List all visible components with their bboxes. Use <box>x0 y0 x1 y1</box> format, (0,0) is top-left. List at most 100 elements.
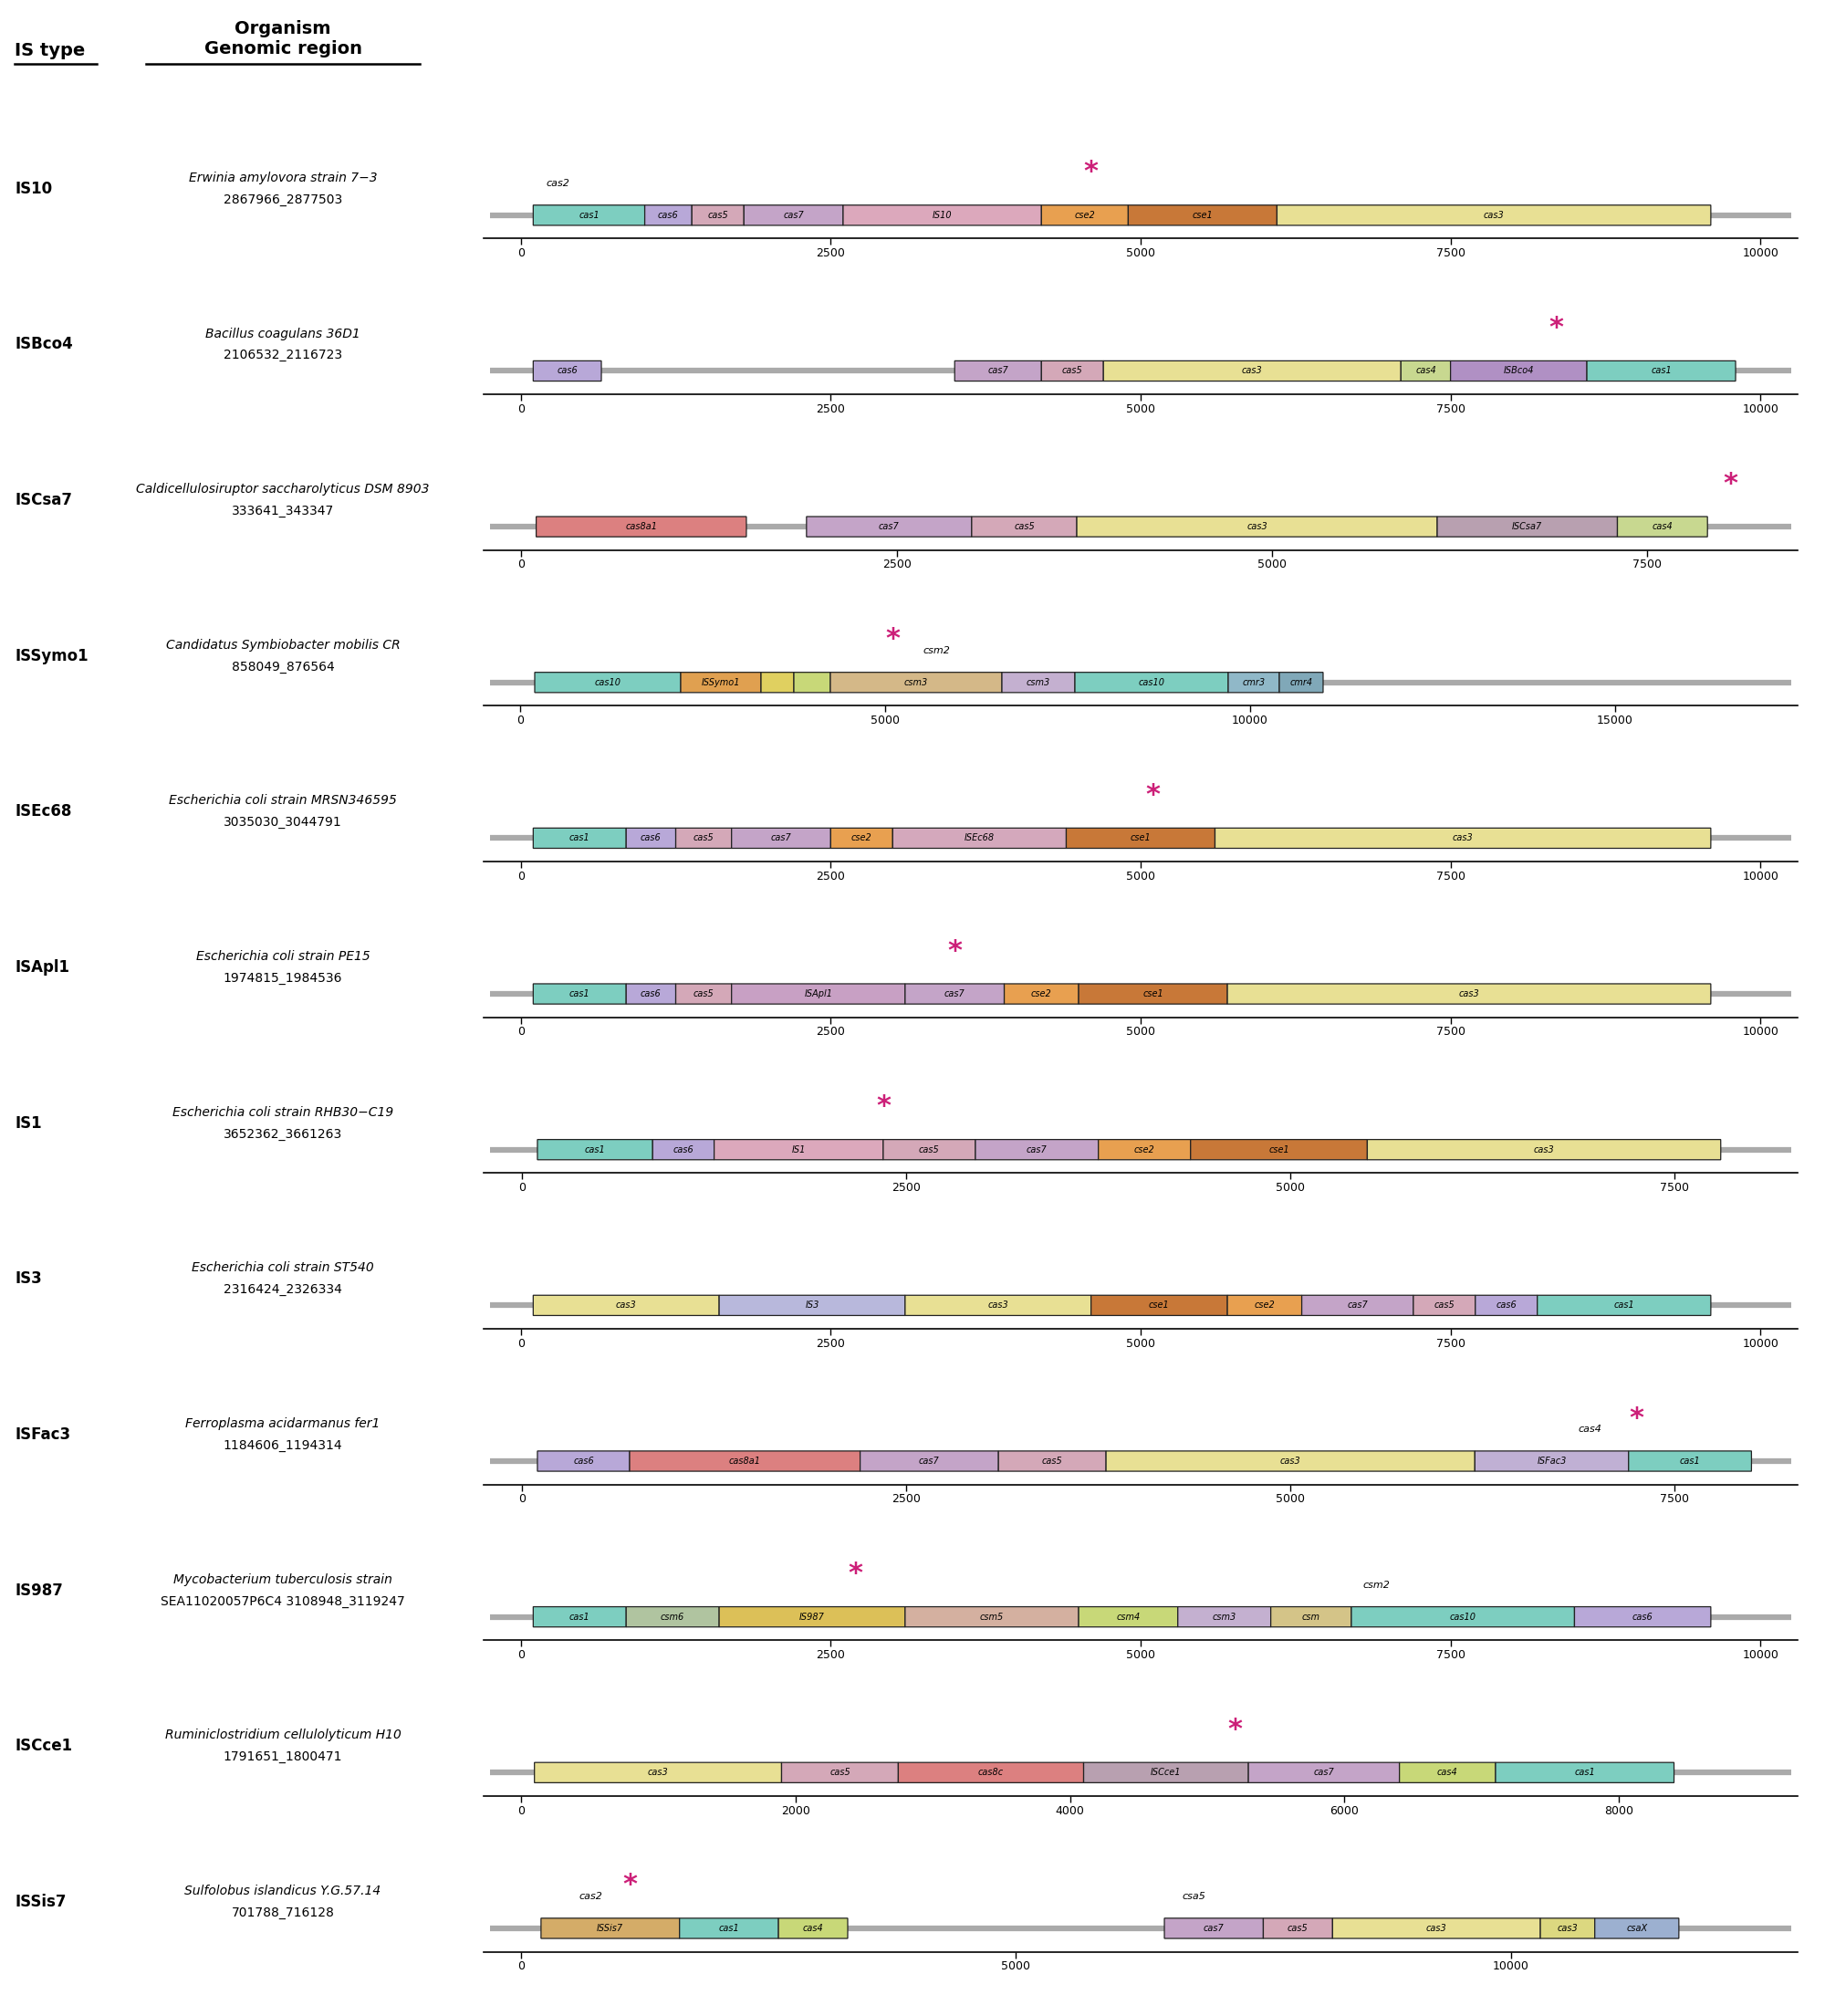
Text: cas1: cas1 <box>584 1145 606 1155</box>
Text: cas4: cas4 <box>1416 367 1436 375</box>
Text: cas3: cas3 <box>648 1768 668 1778</box>
Polygon shape <box>535 671 681 694</box>
Text: cas6: cas6 <box>573 1456 593 1466</box>
Text: cas7: cas7 <box>1347 1300 1369 1310</box>
Text: cse1: cse1 <box>1150 1300 1170 1310</box>
Text: Escherichia coli strain ST540: Escherichia coli strain ST540 <box>192 1262 374 1274</box>
Polygon shape <box>794 671 830 694</box>
Text: csm: csm <box>1301 1613 1319 1621</box>
Text: IS10: IS10 <box>933 210 953 220</box>
Polygon shape <box>692 206 745 226</box>
Text: Sulfolobus islandicus Y.G.57.14: Sulfolobus islandicus Y.G.57.14 <box>184 1885 381 1897</box>
Text: cas5: cas5 <box>1062 367 1082 375</box>
Polygon shape <box>1588 361 1736 381</box>
Text: cas1: cas1 <box>569 833 589 843</box>
Polygon shape <box>719 1607 905 1627</box>
Text: 2106532_2116723: 2106532_2116723 <box>223 349 343 361</box>
Text: 3035030_3044791: 3035030_3044791 <box>224 816 341 829</box>
Text: 2867966_2877503: 2867966_2877503 <box>223 194 343 206</box>
Text: cas1: cas1 <box>1613 1300 1635 1310</box>
Polygon shape <box>533 1607 626 1627</box>
Text: cas7: cas7 <box>920 1456 940 1466</box>
Polygon shape <box>1002 671 1075 694</box>
Polygon shape <box>1402 361 1451 381</box>
Text: cas3: cas3 <box>1453 833 1473 843</box>
Text: cas5: cas5 <box>1042 1456 1062 1466</box>
Polygon shape <box>644 206 692 226</box>
Text: 3652362_3661263: 3652362_3661263 <box>223 1127 343 1141</box>
Polygon shape <box>533 829 626 849</box>
Polygon shape <box>905 1607 1079 1627</box>
Polygon shape <box>675 829 732 849</box>
Text: cse2: cse2 <box>1133 1145 1155 1155</box>
Text: 1184606_1194314: 1184606_1194314 <box>223 1439 343 1452</box>
Polygon shape <box>1004 984 1079 1004</box>
Text: cas7: cas7 <box>1026 1145 1048 1155</box>
Polygon shape <box>630 1452 860 1472</box>
Text: 2316424_2326334: 2316424_2326334 <box>224 1284 341 1296</box>
Text: cas3: cas3 <box>615 1300 637 1310</box>
Text: *: * <box>1630 1405 1644 1431</box>
Text: ISEc68: ISEc68 <box>964 833 995 843</box>
Text: cas2: cas2 <box>579 1891 602 1901</box>
Text: cas5: cas5 <box>694 990 714 998</box>
Text: ISSis7: ISSis7 <box>15 1893 66 1909</box>
Polygon shape <box>719 1294 905 1316</box>
Text: cas7: cas7 <box>878 522 900 532</box>
Text: IS1: IS1 <box>792 1145 805 1155</box>
Polygon shape <box>1332 1917 1540 1939</box>
Text: csm3: csm3 <box>1212 1613 1236 1621</box>
Text: cas5: cas5 <box>1015 522 1035 532</box>
Text: cse2: cse2 <box>1031 990 1051 998</box>
Polygon shape <box>1617 516 1708 536</box>
Text: csm4: csm4 <box>1117 1613 1141 1621</box>
Text: cas3: cas3 <box>1557 1923 1579 1933</box>
Text: ISSymo1: ISSymo1 <box>15 647 88 663</box>
Polygon shape <box>540 1917 679 1939</box>
Text: ISBco4: ISBco4 <box>1504 367 1535 375</box>
Polygon shape <box>732 829 830 849</box>
Polygon shape <box>533 984 626 1004</box>
Polygon shape <box>1228 1294 1301 1316</box>
Text: cas4: cas4 <box>1436 1768 1458 1778</box>
Text: cas3: cas3 <box>1246 522 1267 532</box>
Text: csm5: csm5 <box>980 1613 1004 1621</box>
Polygon shape <box>1537 1294 1710 1316</box>
Polygon shape <box>1279 671 1323 694</box>
Text: 333641_343347: 333641_343347 <box>232 504 334 518</box>
Text: cmr4: cmr4 <box>1290 677 1312 687</box>
Text: cas6: cas6 <box>557 367 579 375</box>
Text: *: * <box>1723 470 1737 498</box>
Text: cas5: cas5 <box>694 833 714 843</box>
Polygon shape <box>1270 1607 1350 1627</box>
Polygon shape <box>1042 361 1104 381</box>
Text: cas4: cas4 <box>1652 522 1674 532</box>
Polygon shape <box>781 1762 898 1782</box>
Polygon shape <box>745 206 843 226</box>
Text: Escherichia coli strain MRSN346595: Escherichia coli strain MRSN346595 <box>170 794 396 806</box>
Polygon shape <box>1413 1294 1475 1316</box>
Text: csm6: csm6 <box>661 1613 684 1621</box>
Text: ISCsa7: ISCsa7 <box>15 492 73 508</box>
Polygon shape <box>892 829 1066 849</box>
Polygon shape <box>1438 516 1617 536</box>
Text: ISFac3: ISFac3 <box>1537 1456 1566 1466</box>
Text: *: * <box>1084 159 1099 185</box>
Text: ISCce1: ISCce1 <box>1152 1768 1181 1778</box>
Text: cse2: cse2 <box>850 833 872 843</box>
Polygon shape <box>1042 206 1128 226</box>
Polygon shape <box>1228 984 1710 1004</box>
Polygon shape <box>675 984 732 1004</box>
Text: cmr3: cmr3 <box>1243 677 1265 687</box>
Polygon shape <box>1099 1139 1190 1159</box>
Polygon shape <box>1400 1762 1495 1782</box>
Polygon shape <box>626 1607 719 1627</box>
Polygon shape <box>807 516 971 536</box>
Text: cas8a1: cas8a1 <box>626 522 657 532</box>
Text: cse1: cse1 <box>1142 990 1163 998</box>
Polygon shape <box>533 361 602 381</box>
Text: csm2: csm2 <box>923 645 949 655</box>
Polygon shape <box>843 206 1042 226</box>
Polygon shape <box>1248 1762 1400 1782</box>
Text: cas8a1: cas8a1 <box>728 1456 761 1466</box>
